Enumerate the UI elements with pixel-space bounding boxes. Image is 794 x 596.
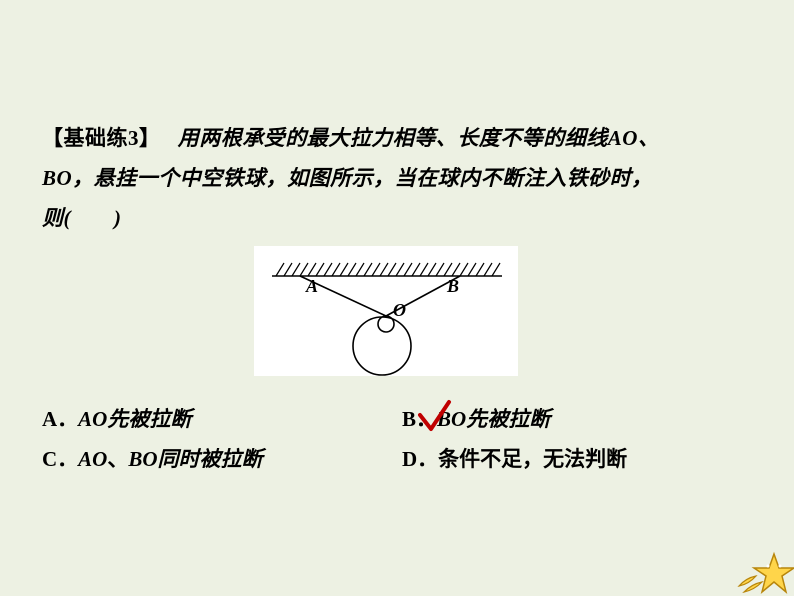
option-c-letter: C． xyxy=(42,447,78,471)
option-c-t3: BO xyxy=(128,447,157,471)
bo-label: BO xyxy=(42,166,72,190)
question-body-1: 用两根承受的最大拉力相等、长度不等的细线 xyxy=(178,126,608,150)
sep1: 、 xyxy=(638,126,660,150)
option-b-text: BO先被拉断 xyxy=(437,407,550,431)
star-decoration-icon xyxy=(734,546,794,596)
ceiling-hatch xyxy=(272,263,502,276)
option-c: C．AO、BO同时被拉断 xyxy=(42,443,402,473)
question-body-2: ，悬挂一个中空铁球，如图所示，当在球内不断注入铁砂时， xyxy=(72,166,653,190)
option-a: A．AO先被拉断 xyxy=(42,403,402,433)
option-a-text: AO先被拉断 xyxy=(78,407,191,431)
label-a: A xyxy=(305,276,318,296)
option-b: B．BO先被拉断 xyxy=(402,403,754,433)
option-b-letter: B． xyxy=(402,407,437,431)
option-d-letter: D． xyxy=(402,447,438,471)
diagram-figure: A B O xyxy=(254,246,518,376)
option-c-t4: 同时被拉断 xyxy=(158,447,263,471)
label-b: B xyxy=(446,276,459,296)
option-c-t2: 、 xyxy=(107,447,128,471)
option-d-text: 条件不足，无法判断 xyxy=(438,447,627,471)
slide: 【基础练3】 用两根承受的最大拉力相等、长度不等的细线AO、 BO，悬挂一个中空… xyxy=(0,0,794,596)
question-label: 【基础练3】 xyxy=(42,126,161,150)
label-o: O xyxy=(393,300,406,320)
hollow-ball xyxy=(353,317,411,375)
options-row-1: A．AO先被拉断 B．BO先被拉断 xyxy=(42,398,754,438)
options-row-2: C．AO、BO同时被拉断 D．条件不足，无法判断 xyxy=(42,438,754,478)
options-block: A．AO先被拉断 B．BO先被拉断 C．AO、BO同时被拉断 D．条件不足，无法… xyxy=(42,398,754,478)
option-d: D．条件不足，无法判断 xyxy=(402,443,754,473)
ao-label: AO xyxy=(608,126,638,150)
question-stem: 【基础练3】 用两根承受的最大拉力相等、长度不等的细线AO、 BO，悬挂一个中空… xyxy=(42,118,754,238)
diagram-svg: A B O xyxy=(254,246,518,376)
option-c-t1: AO xyxy=(78,447,107,471)
question-body-3: 则( ) xyxy=(42,206,122,230)
option-a-letter: A． xyxy=(42,407,78,431)
